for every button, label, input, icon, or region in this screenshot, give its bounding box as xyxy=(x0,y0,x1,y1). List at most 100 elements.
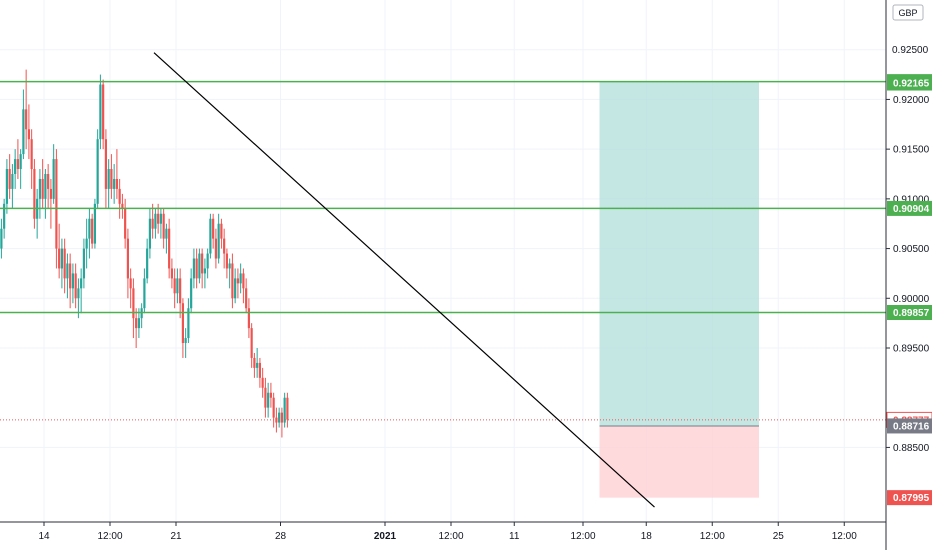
candle-body xyxy=(170,268,173,279)
candle-body xyxy=(93,203,96,244)
candle-body xyxy=(165,228,168,239)
candle-body xyxy=(110,169,113,189)
price-axis-panel[interactable] xyxy=(886,0,932,550)
candle xyxy=(63,238,66,294)
candle xyxy=(250,323,253,368)
candle xyxy=(256,348,259,378)
candle-body xyxy=(63,248,66,279)
candle-body xyxy=(278,412,281,423)
price-tag-line-tag: 0.90904 xyxy=(887,200,932,216)
candle xyxy=(77,278,80,319)
candle xyxy=(19,149,22,189)
candle-body xyxy=(71,273,74,289)
candle xyxy=(99,74,102,150)
time-tick-label: 2021 xyxy=(374,531,397,542)
candle xyxy=(82,238,85,289)
trendline-line[interactable] xyxy=(153,52,655,508)
candle xyxy=(102,79,105,150)
candle xyxy=(165,223,168,254)
candle-body xyxy=(25,109,28,130)
candle-body xyxy=(258,362,261,378)
candles xyxy=(0,69,289,438)
candle-body xyxy=(146,248,149,279)
candle-body xyxy=(203,268,206,274)
candle-body xyxy=(148,218,151,249)
candle xyxy=(181,298,184,358)
candle-body xyxy=(176,278,179,294)
candle-body xyxy=(66,263,69,279)
candle-body xyxy=(80,278,83,289)
candle xyxy=(261,367,264,398)
candle-body xyxy=(99,84,102,140)
candle xyxy=(162,208,165,249)
candle-body xyxy=(102,84,105,140)
candle xyxy=(269,382,272,408)
time-tick-label: 12:00 xyxy=(570,531,595,542)
horizontal-levels[interactable] xyxy=(0,80,886,421)
candle-body xyxy=(118,188,121,204)
candle-body xyxy=(115,178,118,189)
price-tag-target: 0.92165 xyxy=(887,75,932,91)
stop-zone[interactable] xyxy=(599,425,760,498)
candle xyxy=(223,228,226,269)
price-tag-label: 0.92165 xyxy=(893,79,930,90)
candle xyxy=(0,218,3,259)
time-tick-label: 28 xyxy=(275,531,287,542)
candle-body xyxy=(30,139,33,170)
candle-body xyxy=(47,174,50,189)
candle-body xyxy=(74,273,77,299)
currency-badge-box[interactable] xyxy=(892,4,924,21)
candle xyxy=(80,268,83,314)
candle xyxy=(49,178,52,229)
candle xyxy=(225,248,228,279)
candle-body xyxy=(264,387,267,408)
price-tick-label: 0.91000 xyxy=(893,194,930,205)
candle xyxy=(124,198,127,249)
price-tag-label: 0.87995 xyxy=(893,493,930,504)
candle-body xyxy=(135,318,138,329)
time-axis-panel[interactable] xyxy=(0,522,886,550)
candle-body xyxy=(33,169,36,219)
candle xyxy=(104,129,107,209)
price-tag-line-tag: 0.89857 xyxy=(887,305,932,321)
candle-body xyxy=(121,203,124,209)
candle-body xyxy=(168,228,171,269)
trendline[interactable] xyxy=(153,52,655,508)
candle xyxy=(203,258,206,289)
candle xyxy=(3,198,6,239)
candle-body xyxy=(154,213,157,229)
candle xyxy=(253,352,256,378)
candle-body xyxy=(217,223,220,259)
candle-body xyxy=(0,228,3,249)
candle-body xyxy=(60,248,63,269)
candle-body xyxy=(55,159,58,249)
price-tick-label: 0.88500 xyxy=(893,443,930,454)
candle xyxy=(151,203,154,239)
candle xyxy=(184,328,187,358)
candle xyxy=(170,258,173,289)
candle xyxy=(217,213,220,264)
candle-body xyxy=(129,278,132,289)
candle-body xyxy=(286,397,289,420)
candle-body xyxy=(38,178,41,199)
candle xyxy=(38,169,41,219)
candle xyxy=(206,248,209,279)
candle xyxy=(115,149,118,199)
candle-body xyxy=(179,278,182,304)
candle xyxy=(25,69,28,150)
candle-body xyxy=(132,288,135,319)
candle-body xyxy=(269,392,272,398)
candle xyxy=(91,213,94,249)
candle-body xyxy=(209,218,212,254)
target-zone[interactable] xyxy=(599,81,760,426)
candle xyxy=(52,144,55,204)
candle-body xyxy=(190,278,193,309)
candle xyxy=(22,89,25,160)
candle-body xyxy=(107,169,110,189)
candle xyxy=(212,213,215,249)
candle-body xyxy=(236,278,239,284)
price-tag-stop: 0.87995 xyxy=(887,490,932,506)
time-tick-label: 12:00 xyxy=(97,531,122,542)
